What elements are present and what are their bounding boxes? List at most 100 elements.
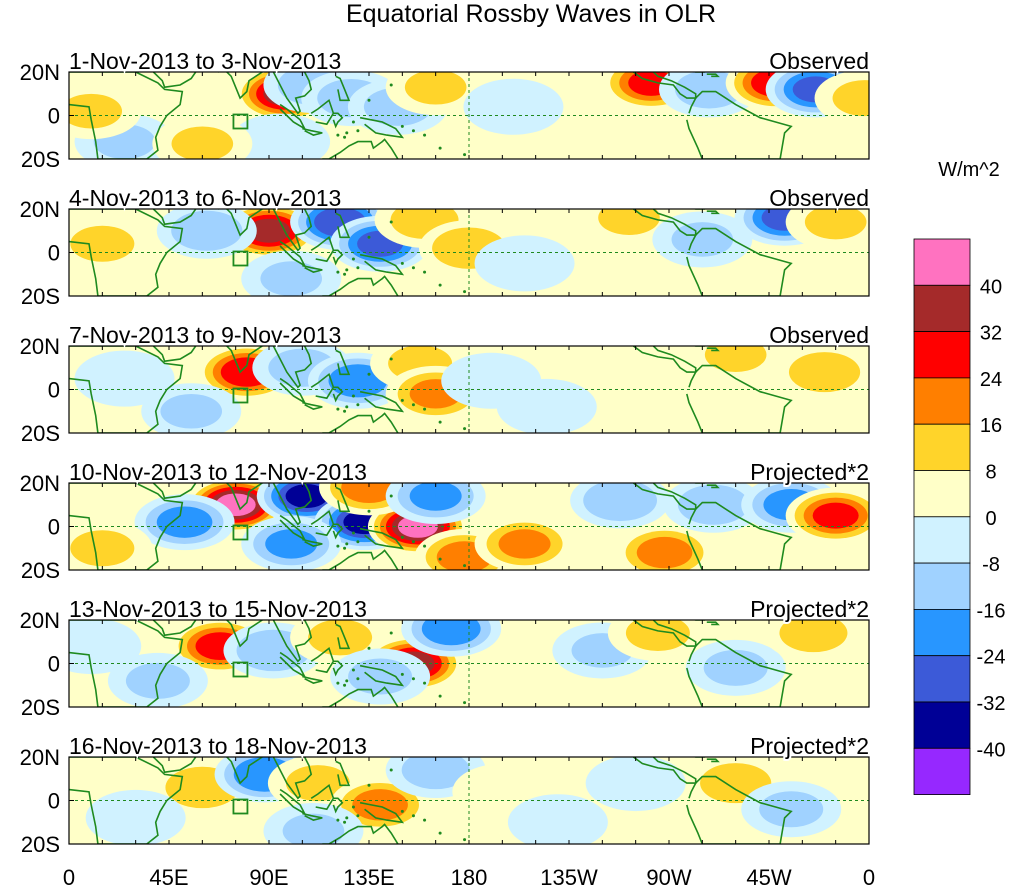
colorbar-swatch — [913, 331, 971, 379]
island — [345, 542, 349, 546]
colorbar-swatch — [913, 655, 971, 703]
island — [356, 540, 360, 544]
colorbar-swatch — [913, 377, 971, 425]
anomaly-contour — [636, 536, 693, 569]
coastline-mexico — [632, 483, 697, 510]
anomaly-contour — [704, 346, 767, 372]
coastline-australia — [322, 823, 399, 844]
anomaly-contour — [583, 483, 657, 522]
island — [351, 668, 355, 672]
island — [389, 83, 393, 87]
coastline-sumatra — [279, 240, 307, 268]
island — [423, 407, 427, 411]
coastline-cuba — [692, 483, 706, 484]
coastline-samerica — [686, 775, 793, 844]
y-tick-label: 20N — [20, 334, 60, 359]
colorbar-swatch — [913, 516, 971, 564]
island — [351, 257, 355, 261]
island — [343, 546, 347, 550]
x-tick-label: 90W — [646, 865, 691, 890]
panel-4: 10-Nov-2013 to 12-Nov-2013 Projected*2 20N… — [20, 457, 871, 583]
coastline-africa — [69, 209, 184, 296]
coastline-india — [217, 483, 263, 511]
coastline-hispaniola — [706, 210, 720, 215]
y-tick-label: 0 — [48, 241, 60, 266]
coastline-philippines — [335, 760, 351, 787]
island — [463, 564, 467, 568]
coastline-java — [302, 675, 323, 684]
panel-period-label: 1-Nov-2013 to 3-Nov-2013 — [69, 48, 341, 74]
island — [345, 816, 349, 820]
island — [400, 398, 404, 402]
colorbar-label: 0 — [985, 508, 996, 530]
coastline-philippines — [335, 212, 351, 239]
coastline-sumatra — [279, 377, 307, 405]
x-tick-label: 45E — [149, 865, 188, 890]
island — [400, 672, 404, 676]
anomaly-contour — [585, 346, 686, 392]
panel-kind-label: Projected*2 — [750, 733, 869, 759]
coastline-sumatra — [279, 103, 307, 131]
anomaly-contour — [328, 364, 388, 398]
x-axis: 0 45E 90E 135E 180 135W 90W 45W 0 — [63, 865, 875, 890]
y-tick-label: 20S — [21, 695, 60, 720]
coastline-sulawesi — [332, 797, 344, 814]
reference-box — [232, 524, 249, 541]
coastline-india — [217, 757, 263, 785]
panel-6: 16-Nov-2013 to 18-Nov-2013 Projected*2 20N… — [20, 731, 871, 857]
x-tick-label: 135E — [343, 865, 394, 890]
anomaly-contour — [74, 350, 175, 407]
island — [367, 372, 371, 376]
y-tick-label: 20S — [21, 832, 60, 857]
island — [411, 266, 415, 270]
island — [367, 98, 371, 102]
anomaly-contour — [156, 506, 213, 538]
reference-box — [232, 798, 249, 815]
colorbar-swatch — [913, 238, 971, 286]
x-tick-label: 0 — [63, 865, 75, 890]
island — [438, 420, 442, 424]
coastline-sulawesi — [332, 523, 344, 540]
coastline-samerica — [686, 364, 793, 433]
x-tick-label: 180 — [451, 865, 488, 890]
island — [438, 694, 442, 698]
colorbar-label: -8 — [982, 554, 1000, 576]
y-tick-label: 20N — [20, 60, 60, 85]
island — [438, 557, 442, 561]
island — [351, 531, 355, 535]
island — [336, 270, 340, 274]
island — [423, 270, 427, 274]
coastline-india — [217, 620, 263, 648]
coastline-cuba — [692, 757, 706, 758]
coastlines — [69, 346, 793, 433]
anomaly-contour — [671, 222, 734, 257]
coastline-india — [217, 72, 263, 100]
coastline-cuba — [692, 72, 706, 73]
panel-period-label: 4-Nov-2013 to 6-Nov-2013 — [69, 185, 341, 211]
anomaly-contour — [474, 235, 575, 292]
coastline-sulawesi — [332, 112, 344, 129]
colorbar-units: W/m^2 — [938, 159, 1000, 181]
coastline-arabia — [152, 72, 197, 89]
colorbar-swatch — [913, 562, 971, 610]
reference-box — [232, 113, 249, 130]
coastline-indochina — [272, 757, 313, 800]
island — [343, 272, 347, 276]
coastline-australia — [322, 686, 399, 707]
colorbar-swatch — [913, 423, 971, 471]
island — [389, 631, 393, 635]
coastline-hispaniola — [706, 484, 720, 489]
island — [463, 701, 467, 705]
panel-3: 7-Nov-2013 to 9-Nov-2013 Observed 20N 0 20S — [20, 320, 871, 446]
coastline-sumatra — [279, 651, 307, 679]
anomaly-contour — [759, 791, 824, 828]
colorbar-swatch — [913, 747, 971, 795]
colorbar-label: 8 — [985, 462, 996, 484]
coastline-java — [302, 127, 323, 136]
y-tick-label: 0 — [48, 789, 60, 814]
coastline-java — [302, 812, 323, 821]
anomaly-contour — [585, 757, 686, 812]
island — [411, 540, 415, 544]
coastline-arabia — [152, 483, 197, 500]
coastline-sulawesi — [332, 660, 344, 677]
